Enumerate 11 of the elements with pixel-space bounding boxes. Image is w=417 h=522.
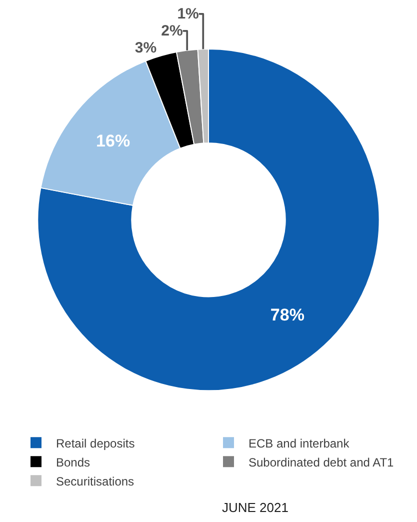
legend-label: Subordinated debt and AT1 <box>248 455 394 470</box>
data-label: 1% <box>177 5 199 22</box>
data-label: 2% <box>161 22 183 40</box>
legend-label: Securitisations <box>56 474 134 488</box>
data-label: 3% <box>134 39 157 56</box>
legend-label: ECB and interbank <box>248 436 350 450</box>
legend-label: Retail deposits <box>56 436 135 450</box>
text: JUNE 2021 <box>222 500 288 515</box>
data-label: 16% <box>96 131 130 150</box>
legend-label: Bonds <box>56 455 90 470</box>
data-label: 78% <box>270 306 304 325</box>
